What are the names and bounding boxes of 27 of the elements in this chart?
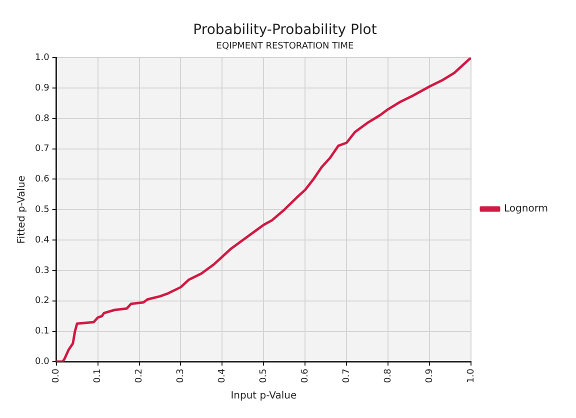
- x-tick-label: 0.1: [93, 368, 104, 384]
- chart-title: Probability-Probability Plot: [193, 22, 378, 38]
- legend-label: Lognorm: [504, 204, 548, 215]
- x-tick-label: 0.9: [424, 368, 435, 384]
- y-tick-label: 0.8: [34, 114, 50, 124]
- x-tick-label: 0.2: [134, 368, 145, 384]
- x-tick-label: 0.6: [300, 368, 310, 384]
- x-tick-label: 0.3: [176, 368, 186, 384]
- x-axis-title: Input p-Value: [230, 390, 297, 402]
- y-tick-label: 1.0: [34, 52, 50, 63]
- y-tick-label: 0.2: [34, 296, 50, 306]
- x-tick-label: 1.0: [466, 368, 476, 384]
- y-tick-label: 0.6: [34, 174, 50, 185]
- y-tick-label: 0.7: [34, 144, 50, 154]
- y-tick-label: 0.9: [34, 83, 50, 94]
- x-tick-label: 0.8: [383, 368, 394, 384]
- x-tick-label: 0.5: [259, 368, 270, 384]
- y-tick-label: 0.0: [34, 357, 50, 368]
- chart-subtitle: EQIPMENT RESTORATION TIME: [216, 42, 354, 52]
- y-tick-label: 0.1: [34, 326, 50, 337]
- x-tick-label: 0.0: [52, 368, 62, 384]
- x-tick-label: 0.7: [342, 368, 352, 384]
- y-axis-title: Fitted p-Value: [16, 176, 28, 244]
- y-tick-label: 0.3: [34, 266, 50, 276]
- y-tick-label: 0.5: [34, 204, 50, 215]
- x-tick-label: 0.4: [218, 368, 228, 384]
- y-tick-label: 0.4: [34, 235, 50, 246]
